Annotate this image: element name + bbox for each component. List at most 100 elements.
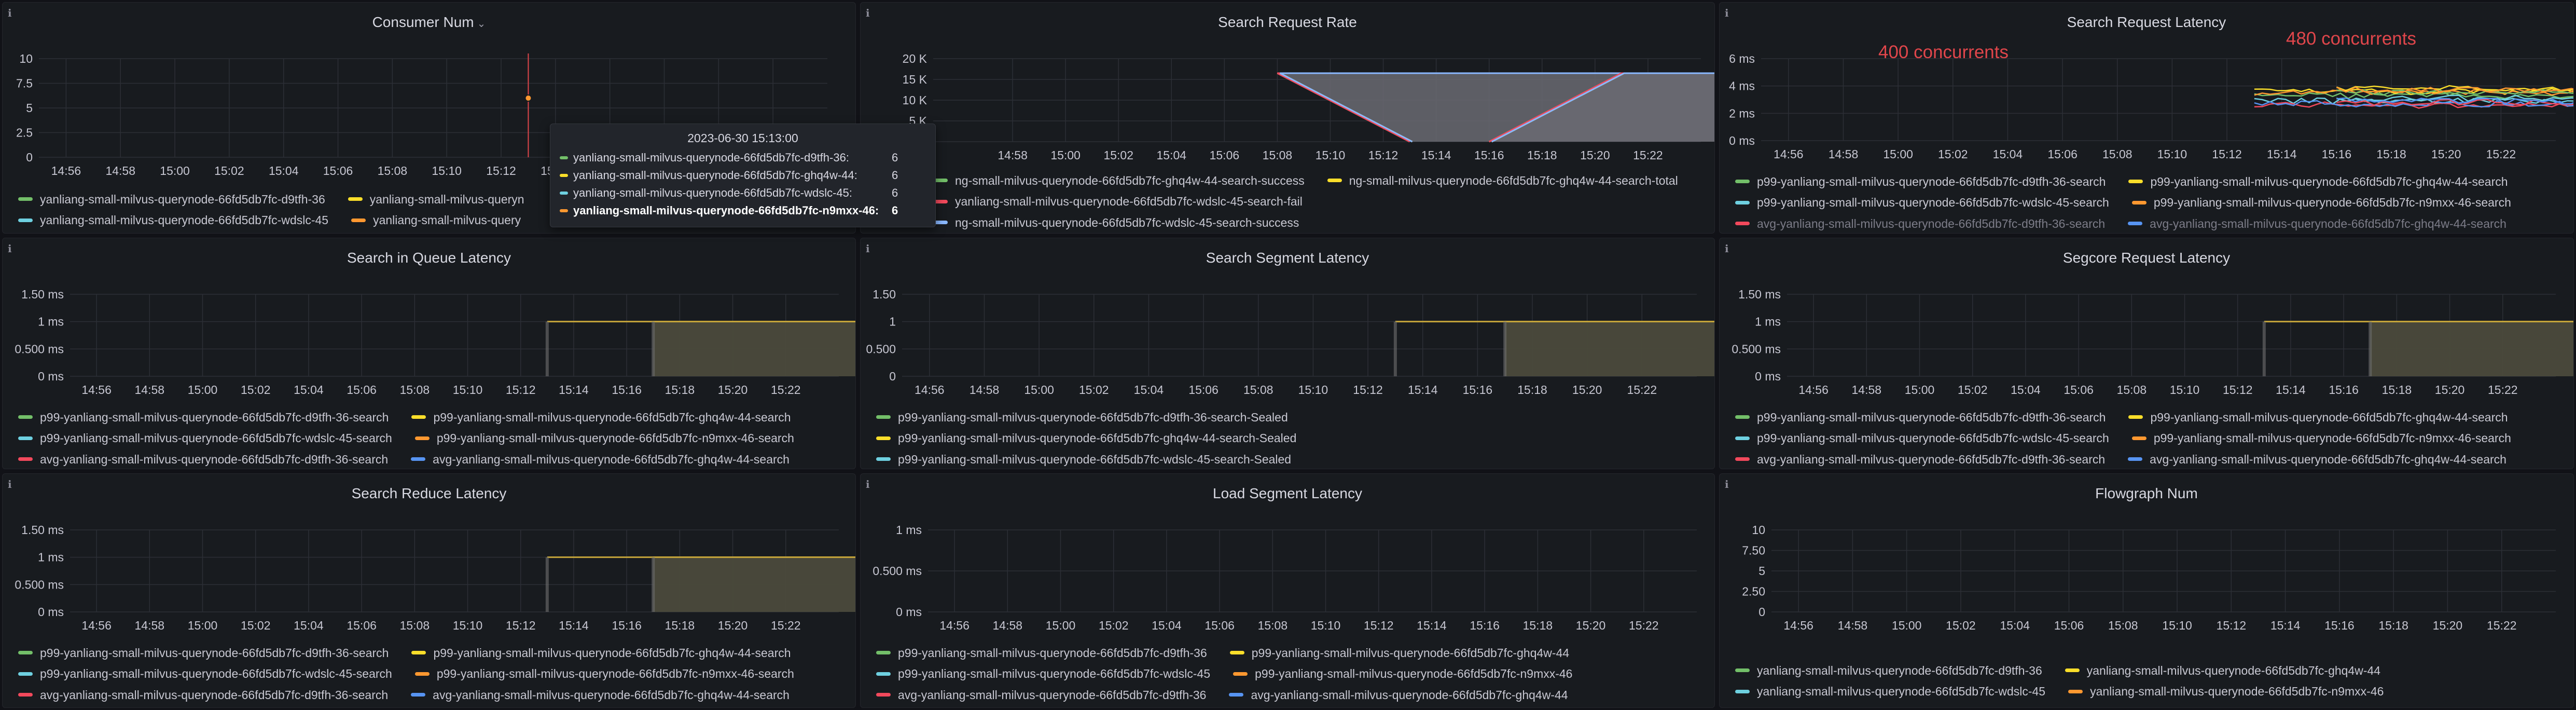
panel-title[interactable]: Search Segment Latency [1206, 250, 1369, 266]
info-icon[interactable]: i [866, 7, 870, 19]
legend-item[interactable]: avg-yanliang-small-milvus-querynode-66fd… [18, 686, 388, 704]
legend-item[interactable]: p99-yanliang-small-milvus-querynode-66fd… [414, 664, 794, 683]
chart[interactable]: 0 ms 2 ms 4 ms 6 ms 14:56 14:58 15:00 15:02 15:0… [1720, 3, 2574, 234]
legend-item[interactable]: p99-yanliang-small-milvus-querynode-66fd… [18, 664, 392, 683]
legend-item[interactable]: avg-yanliang-small-milvus-querynode-66fd… [2128, 214, 2506, 233]
tooltip-value: 6 [892, 204, 898, 217]
tooltip-value: 6 [892, 151, 898, 164]
chart[interactable]: 0 ms 0.500 ms 1 ms 1.50 ms 14:56 14:58 15:00 15… [3, 238, 856, 469]
panel-title[interactable]: Load Segment Latency [1213, 485, 1362, 501]
info-icon[interactable]: i [1725, 242, 1729, 255]
legend-item[interactable]: ng-small-milvus-querynode-66fd5db7fc-wds… [933, 213, 1299, 232]
chevron-down-icon[interactable]: ⌄ [477, 18, 486, 30]
legend-item[interactable]: yanliang-small-milvus-queryn [348, 190, 524, 209]
panel-search-in-queue-latency[interactable]: i Search in Queue Latency 0 ms 0.500 ms 1 … [2, 238, 856, 469]
chart[interactable]: 0 ms 0.500 ms 1 ms 1.50 ms 14:56 14:58 15:00 15… [3, 474, 856, 708]
legend-item[interactable]: p99-yanliang-small-milvus-querynode-66fd… [1735, 429, 2109, 447]
legend-item[interactable]: p99-yanliang-small-milvus-querynode-66fd… [2128, 172, 2508, 191]
legend-item[interactable]: avg-yanliang-small-milvus-querynode-66fd… [411, 686, 790, 704]
legend-item[interactable]: yanliang-small-milvus-querynode-66fd5db7… [2065, 661, 2380, 680]
chart[interactable]: 05 K10 K15 K20 K14:5815:0015:0215:0415:0… [861, 3, 1715, 234]
panel-title[interactable]: Flowgraph Num [2095, 485, 2198, 501]
x-tick-label: 15:00 [1046, 619, 1076, 632]
legend-item[interactable]: yanliang-small-milvus-querynode-66fd5db7… [1735, 661, 2042, 680]
legend-item[interactable]: p99-yanliang-small-milvus-querynode-66fd… [876, 664, 1210, 683]
legend-item[interactable]: yanliang-small-milvus-querynode-66fd5db7… [18, 211, 328, 229]
x-tick-label: 15:04 [294, 619, 324, 632]
info-icon[interactable]: i [8, 7, 12, 19]
legend-item[interactable]: p99-yanliang-small-milvus-querynode-66fd… [1229, 644, 1569, 662]
legend-item[interactable]: p99-yanliang-small-milvus-querynode-66fd… [1233, 664, 1572, 683]
legend-item[interactable]: p99-yanliang-small-milvus-querynode-66fd… [411, 408, 791, 427]
chart[interactable]: 0 0.500 1 1.50 14:56 14:58 15:00 15:02 15:04 15:0… [861, 238, 1715, 469]
panel-title[interactable]: Search Reduce Latency [351, 485, 507, 501]
panel-title[interactable]: Search Request Latency [2067, 14, 2226, 30]
legend-item[interactable]: p99-yanliang-small-milvus-querynode-66fd… [2128, 408, 2508, 427]
legend-item[interactable]: p99-yanliang-small-milvus-querynode-66fd… [18, 408, 389, 427]
legend-item[interactable]: yanliang-small-milvus-querynode-66fd5db7… [933, 192, 1303, 211]
x-tick-label: 15:12 [1364, 619, 1394, 632]
legend-item[interactable]: p99-yanliang-small-milvus-querynode-66fd… [876, 450, 1291, 469]
legend-swatch [411, 415, 426, 419]
legend-item[interactable]: avg-yanliang-small-milvus-querynode-66fd… [1229, 686, 1568, 704]
panel-segcore-request-latency[interactable]: i Segcore Request Latency 0 ms 0.500 ms 1 … [1719, 238, 2574, 469]
legend-item[interactable]: p99-yanliang-small-milvus-querynode-66fd… [1735, 172, 2106, 191]
x-tick-label: 15:00 [1905, 383, 1935, 397]
legend-item[interactable]: p99-yanliang-small-milvus-querynode-66fd… [1735, 193, 2109, 212]
legend-item[interactable]: p99-yanliang-small-milvus-querynode-66fd… [2131, 429, 2511, 447]
legend-item[interactable]: yanliang-small-milvus-query [351, 211, 521, 229]
info-icon[interactable]: i [866, 478, 870, 490]
legend-item[interactable]: p99-yanliang-small-milvus-querynode-66fd… [876, 408, 1288, 427]
y-tick-label: 2 ms [1729, 106, 1755, 120]
legend-item[interactable]: p99-yanliang-small-milvus-querynode-66fd… [2131, 193, 2511, 212]
panel-title[interactable]: Search Request Rate [1218, 14, 1357, 30]
legend-item[interactable]: p99-yanliang-small-milvus-querynode-66fd… [876, 429, 1296, 447]
area-fill [653, 557, 855, 612]
panel-load-segment-latency[interactable]: i Load Segment Latency 0 ms 0.500 ms 1 ms 1… [860, 473, 1715, 708]
panel-title[interactable]: Search in Queue Latency [347, 250, 511, 266]
info-icon[interactable]: i [1725, 7, 1729, 19]
legend-item[interactable]: yanliang-small-milvus-querynode-66fd5db7… [1735, 682, 2045, 701]
info-icon[interactable]: i [8, 478, 12, 490]
y-tick-label: 15 K [903, 73, 927, 86]
legend-item[interactable]: avg-yanliang-small-milvus-querynode-66fd… [1735, 450, 2105, 469]
legend-label: p99-yanliang-small-milvus-querynode-66fd… [1757, 174, 2106, 188]
chart[interactable]: 0 ms 0.500 ms 1 ms 1.50 ms 14:56 14:58 15:00 15… [1720, 238, 2574, 469]
legend-item[interactable]: p99-yanliang-small-milvus-querynode-66fd… [18, 429, 392, 447]
legend-item[interactable]: yanliang-small-milvus-querynode-66fd5db7… [2068, 682, 2384, 701]
panel-search-request-latency[interactable]: i Search Request Latency 400 concurrents… [1719, 2, 2574, 234]
x-tick-label: 15:18 [665, 619, 695, 632]
legend-item[interactable]: ng-small-milvus-querynode-66fd5db7fc-ghq… [933, 171, 1305, 190]
info-icon[interactable]: i [8, 242, 12, 255]
legend-item[interactable]: p99-yanliang-small-milvus-querynode-66fd… [1735, 408, 2106, 427]
legend-item[interactable]: p99-yanliang-small-milvus-querynode-66fd… [414, 429, 794, 447]
panel-title[interactable]: Segcore Request Latency [2062, 250, 2231, 266]
panel-search-request-rate[interactable]: i Search Request Rate 05 K10 K15 K20 K14… [860, 2, 1715, 234]
legend-item[interactable]: p99-yanliang-small-milvus-querynode-66fd… [411, 644, 791, 662]
info-icon[interactable]: i [866, 242, 870, 255]
chart[interactable]: 0 ms 0.500 ms 1 ms 14:56 14:58 15:00 15:02 15:0… [861, 474, 1715, 708]
legend-item[interactable]: avg-yanliang-small-milvus-querynode-66fd… [18, 450, 388, 469]
legend-item[interactable]: p99-yanliang-small-milvus-querynode-66fd… [876, 644, 1207, 662]
x-tick-label: 15:00 [1883, 147, 1913, 161]
panel-flowgraph-num[interactable]: i Flowgraph Num 0 2.50 5 7.50 10 14:56 14:58 15… [1719, 473, 2574, 708]
legend-item[interactable]: yanliang-small-milvus-querynode-66fd5db7… [18, 190, 325, 209]
panel-search-reduce-latency[interactable]: i Search Reduce Latency 0 ms 0.500 ms 1 ms… [2, 473, 856, 708]
x-tick-label: 14:56 [1774, 147, 1804, 161]
x-tick-label: 15:12 [486, 164, 516, 178]
legend-item[interactable]: ng-small-milvus-querynode-66fd5db7fc-ghq… [1327, 171, 1678, 190]
panel-search-segment-latency[interactable]: i Search Segment Latency 0 0.500 1 1.50 14:5… [860, 238, 1715, 469]
legend-item[interactable]: avg-yanliang-small-milvus-querynode-66fd… [2128, 450, 2506, 469]
panel-consumer-num[interactable]: i Consumer Num ⌄ 0 2.5 5 7.5 10 14:56 14:58 15:0… [2, 2, 856, 234]
legend-item[interactable]: avg-yanliang-small-milvus-querynode-66fd… [1735, 214, 2105, 233]
legend-item[interactable]: p99-yanliang-small-milvus-querynode-66fd… [18, 644, 389, 662]
x-tick-label: 15:22 [2488, 383, 2518, 397]
info-icon[interactable]: i [1725, 478, 1729, 490]
legend-label: yanliang-small-milvus-querynode-66fd5db7… [2090, 685, 2384, 698]
chart[interactable]: 0 2.50 5 7.50 10 14:56 14:58 15:00 15:02 15:04 15:… [1720, 474, 2574, 708]
tooltip-row-highlighted: yanliang-small-milvus-querynode-66fd5db7… [550, 202, 935, 220]
legend-item[interactable]: avg-yanliang-small-milvus-querynode-66fd… [411, 450, 790, 469]
legend-item[interactable]: avg-yanliang-small-milvus-querynode-66fd… [876, 686, 1206, 704]
x-tick-label: 15:10 [2157, 147, 2187, 161]
panel-title[interactable]: Consumer Num ⌄ [372, 14, 486, 30]
